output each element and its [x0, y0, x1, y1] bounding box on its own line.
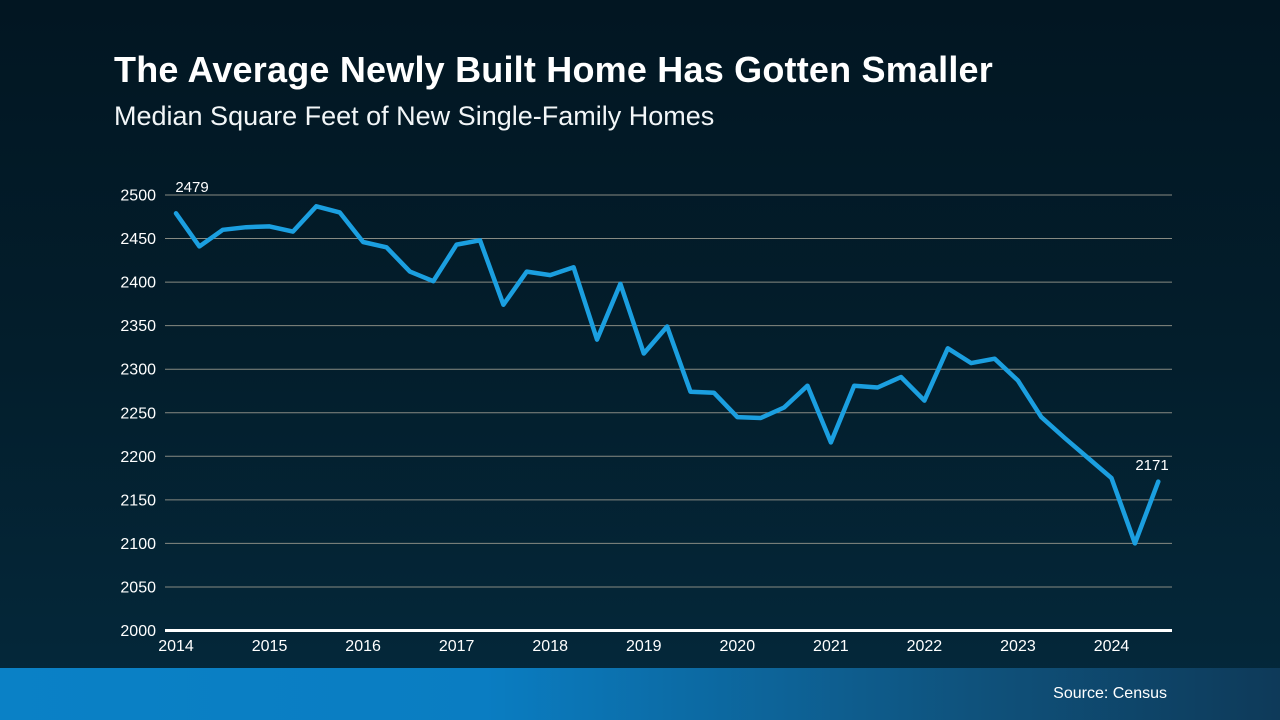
x-axis-label: 2018 — [532, 638, 568, 655]
x-axis-label: 2015 — [252, 638, 288, 655]
chart-subtitle: Median Square Feet of New Single-Family … — [114, 101, 715, 131]
x-axis-label: 2024 — [1094, 638, 1130, 655]
y-axis-label: 2100 — [120, 536, 156, 553]
x-axis-label: 2022 — [907, 638, 943, 655]
y-axis-label: 2150 — [120, 492, 156, 509]
y-axis-label: 2250 — [120, 405, 156, 422]
y-axis-label: 2300 — [120, 362, 156, 379]
y-axis-label: 2500 — [120, 188, 156, 205]
x-axis-label: 2020 — [720, 638, 756, 655]
y-axis-label: 2200 — [120, 449, 156, 466]
x-axis-label: 2021 — [813, 638, 849, 655]
x-axis-label: 2014 — [158, 638, 194, 655]
y-axis-label: 2450 — [120, 231, 156, 248]
footer-bar: Source: Census — [0, 668, 1280, 720]
y-axis-label: 2050 — [120, 579, 156, 596]
first-point-label: 2479 — [175, 179, 208, 196]
y-axis-label: 2000 — [120, 623, 156, 640]
data-line — [173, 204, 1161, 546]
x-axis-label: 2019 — [626, 638, 662, 655]
y-axis-label: 2400 — [120, 275, 156, 292]
x-axis-label: 2023 — [1000, 638, 1036, 655]
y-axis-label: 2350 — [120, 318, 156, 335]
x-axis-label: 2017 — [439, 638, 475, 655]
source-label: Source: Census — [1053, 685, 1167, 702]
x-axis-label: 2016 — [345, 638, 381, 655]
last-point-label: 2171 — [1135, 457, 1168, 474]
chart-title: The Average Newly Built Home Has Gotten … — [114, 49, 993, 90]
